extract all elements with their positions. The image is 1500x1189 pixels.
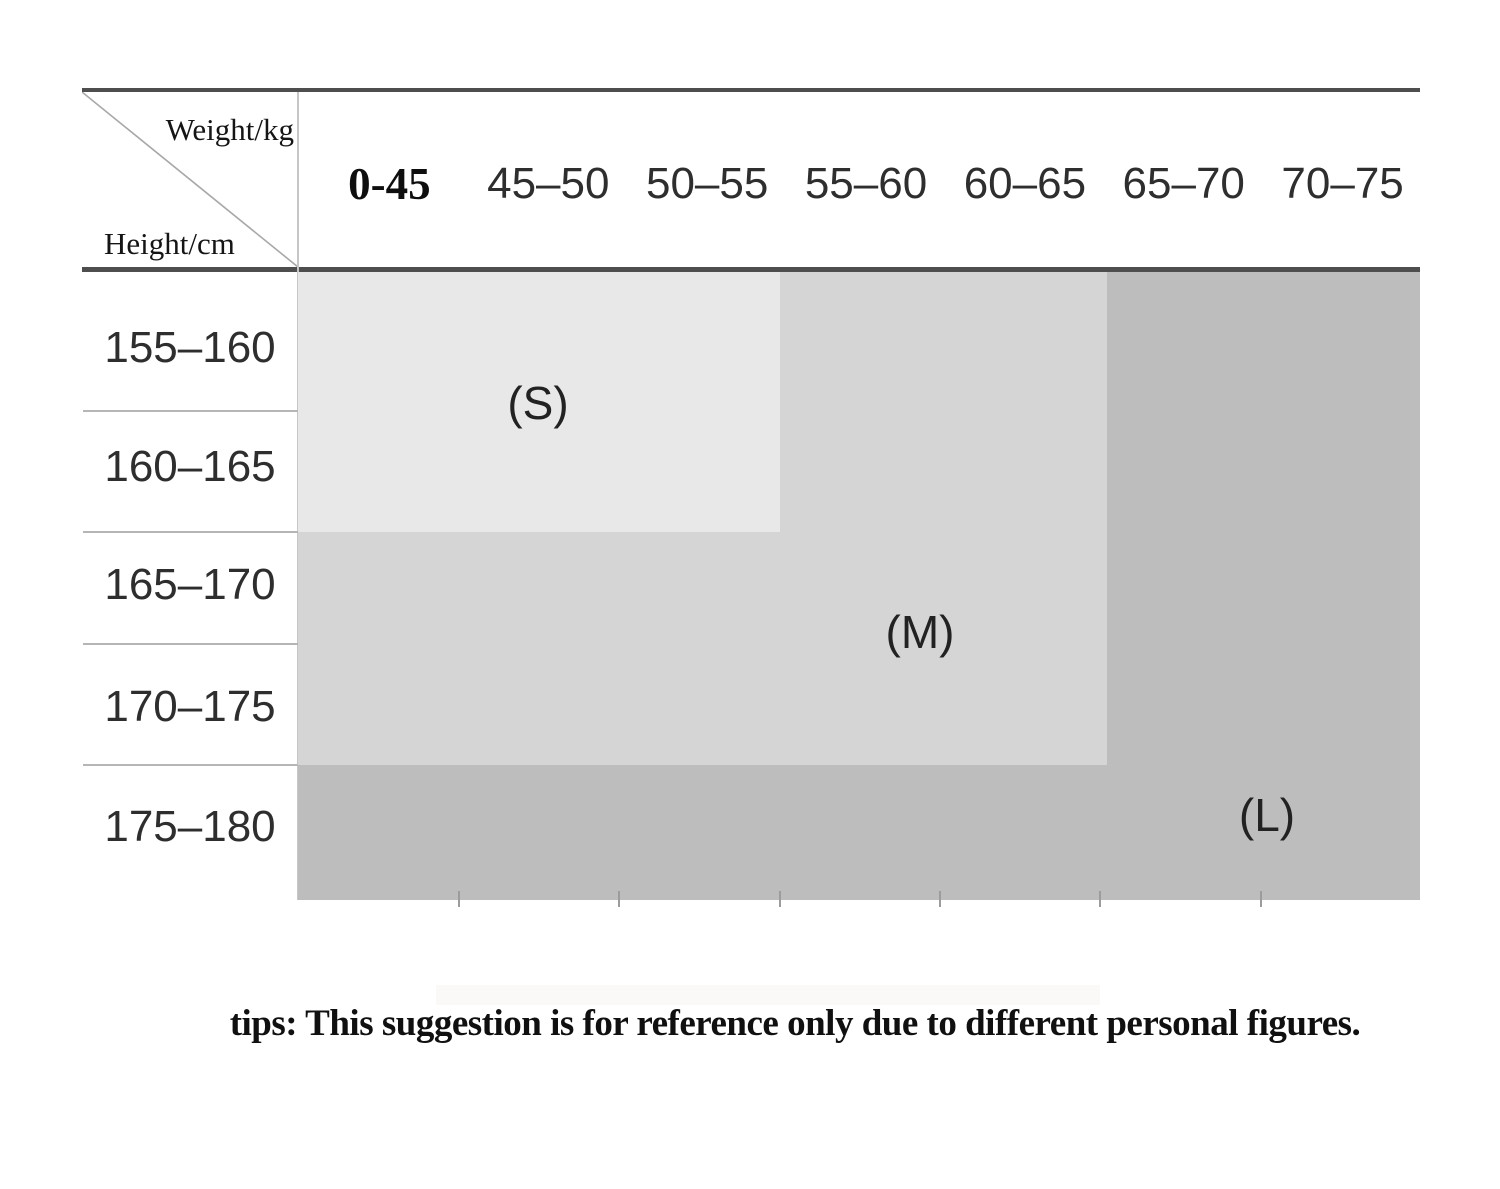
table-top-border <box>82 88 1420 92</box>
size-m-label: (M) <box>885 606 955 658</box>
column-tick <box>779 891 781 907</box>
height-row-170-175: 170–175 <box>104 682 276 731</box>
weight-col-70-75: 70–75 <box>1281 159 1404 208</box>
row-separator <box>83 410 298 412</box>
weight-axis-label: Weight/kg <box>165 112 294 147</box>
faint-watermark-remnant <box>436 985 1100 1005</box>
row-separator <box>83 764 298 766</box>
height-row-160-165: 160–165 <box>104 442 276 491</box>
corner-cell <box>82 92 298 267</box>
column-tick <box>618 891 620 907</box>
weight-col-55-60: 55–60 <box>804 159 928 208</box>
column-tick <box>1099 891 1101 907</box>
height-row-165-170: 165–170 <box>104 560 276 609</box>
height-row-175-180: 175–180 <box>104 802 276 851</box>
size-m-region-upper <box>780 272 1107 532</box>
tip-text: tips: This suggestion is for reference o… <box>229 1003 1361 1044</box>
size-l-region-bottom <box>298 765 1420 900</box>
size-m-region-lower <box>298 532 1107 765</box>
weight-col-0-45: 0-45 <box>348 159 431 209</box>
size-s-region <box>298 272 780 532</box>
header-separator-line <box>82 267 1420 272</box>
weight-col-50-55: 50–55 <box>645 159 769 208</box>
size-s-label: (S) <box>507 377 569 429</box>
size-l-region-right <box>1107 272 1420 765</box>
size-l-label: (L) <box>1238 789 1296 841</box>
column-tick <box>939 891 941 907</box>
weight-col-60-65: 60–65 <box>963 159 1087 208</box>
column-tick <box>458 891 460 907</box>
height-axis-label: Height/cm <box>104 226 235 261</box>
row-separator <box>83 531 298 533</box>
column-tick <box>1260 891 1262 907</box>
weight-col-65-70: 65–70 <box>1122 159 1245 208</box>
diagonal-divider-line <box>82 92 298 267</box>
height-row-155-160: 155–160 <box>104 323 276 372</box>
weight-col-45-50: 45–50 <box>487 159 610 208</box>
weight-header-row: 0-45 45–50 50–55 55–60 60–65 65–70 70–75 <box>310 156 1422 212</box>
row-separator <box>83 643 298 645</box>
